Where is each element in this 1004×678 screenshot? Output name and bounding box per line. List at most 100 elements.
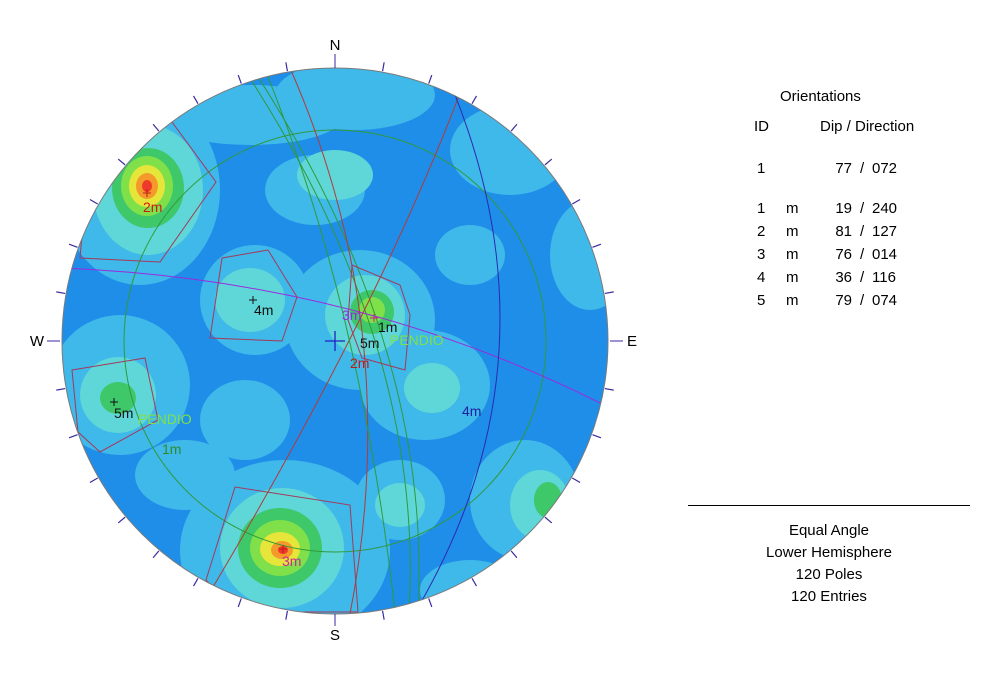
- azimuth-tick: [544, 158, 553, 166]
- plane-label-4m: 4m: [462, 403, 481, 419]
- great-circle-1m-b: [246, 68, 420, 613]
- azimuth-tick: [381, 62, 385, 72]
- set-window-1m: [347, 264, 411, 371]
- azimuth-tick: [592, 243, 602, 248]
- azimuth-tick: [56, 387, 66, 391]
- set-label-5m: 5m: [114, 405, 133, 421]
- azimuth-tick: [544, 516, 553, 524]
- row-id: 1: [757, 200, 766, 217]
- legend-row: 5 m 79 / 074: [757, 292, 898, 309]
- mean-pole-1m: [370, 314, 378, 322]
- azimuth-tick: [285, 610, 289, 620]
- plane-label-5m: 5m: [360, 335, 379, 351]
- legend-row: 1 77 / 072: [757, 160, 898, 177]
- row-id: 5: [757, 292, 766, 309]
- azimuth-tick: [152, 123, 160, 132]
- great-circle-3m: [62, 267, 608, 409]
- great-circle-pendio: [261, 68, 396, 613]
- projection-type: Equal Angle: [788, 522, 870, 539]
- row-dip: 79: [835, 292, 852, 309]
- great-circle-4m: [419, 94, 501, 605]
- projection-info: Equal Angle Lower Hemisphere 120 Poles 1…: [688, 520, 970, 608]
- azimuth-tick: [571, 198, 581, 205]
- azimuth-tick: [428, 74, 433, 84]
- row-id: 1: [757, 160, 766, 177]
- plane-label-1m: 1m: [162, 441, 181, 457]
- pole-density-contours: [62, 68, 608, 614]
- row-dip: 36: [835, 269, 852, 286]
- north-label: N: [330, 37, 341, 54]
- azimuth-tick: [237, 598, 242, 608]
- row-id: 4: [757, 269, 766, 286]
- center-cross: [325, 331, 345, 351]
- mean-pole-3m: [279, 545, 287, 553]
- legend-col-dip-direction: Dip / Direction: [820, 118, 915, 135]
- great-circle-5m: [289, 68, 369, 614]
- legend-divider: [688, 505, 970, 506]
- azimuth-tick: [571, 477, 581, 484]
- great-circle-1m-a: [237, 68, 411, 613]
- azimuth-tick: [604, 291, 614, 295]
- west-label: W: [30, 333, 45, 350]
- azimuth-tick: [192, 95, 199, 105]
- set-label-4m: 4m: [254, 302, 273, 318]
- azimuth-tick: [68, 243, 78, 248]
- row-m: m: [786, 292, 799, 309]
- azimuth-tick: [68, 434, 78, 439]
- azimuth-tick: [117, 516, 126, 524]
- azimuth-tick: [604, 387, 614, 391]
- row-dir: 072: [872, 160, 898, 177]
- azimuth-tick: [237, 74, 242, 84]
- entry-count: 120 Entries: [791, 588, 867, 605]
- azimuth-tick: [428, 598, 433, 608]
- plane-label-2m: 2m: [350, 355, 369, 371]
- row-dir: 074: [872, 292, 898, 309]
- set-window-5m: [71, 357, 159, 453]
- row-dir: 127: [872, 223, 898, 240]
- stereonet-plot: N S E W 2m 4m 1m 5m 3m 3m 5m 2m 4m 1m PE…: [30, 37, 637, 644]
- mean-pole-2m: [143, 189, 151, 197]
- mean-pole-5m: [110, 398, 118, 406]
- azimuth-tick: [192, 577, 199, 587]
- set-label-2m: 2m: [143, 199, 162, 215]
- legend-row: 3 m 76 / 014: [757, 246, 898, 263]
- row-dip: 81: [835, 223, 852, 240]
- legend-row: 4 m 36 / 116: [757, 269, 896, 286]
- azimuth-tick: [381, 610, 385, 620]
- hemisphere-type: Lower Hemisphere: [766, 544, 892, 561]
- pendio-label-left: PENDIO: [138, 411, 192, 427]
- mean-pole-4m: [249, 296, 257, 304]
- azimuth-tick: [152, 550, 160, 559]
- row-m: m: [786, 246, 799, 263]
- great-circle-2m: [197, 71, 469, 613]
- set-window-4m: [209, 249, 298, 342]
- row-m: m: [786, 269, 799, 286]
- east-label: E: [627, 333, 637, 350]
- row-m: m: [786, 200, 799, 217]
- azimuth-tick: [510, 123, 518, 132]
- legend-row: 2 m 81 / 127: [757, 223, 898, 240]
- legend-title: Orientations: [780, 88, 861, 105]
- azimuth-tick: [471, 577, 478, 587]
- set-label-1m: 1m: [378, 319, 397, 335]
- azimuth-tick: [89, 198, 99, 205]
- azimuth-tick: [89, 477, 99, 484]
- row-dir: 014: [872, 246, 898, 263]
- legend-col-id: ID: [754, 118, 769, 135]
- row-dip: 19: [835, 200, 852, 217]
- azimuth-tick: [56, 291, 66, 295]
- south-label: S: [330, 627, 340, 644]
- azimuth-ticks: [56, 62, 614, 620]
- azimuth-tick: [117, 158, 126, 166]
- row-m: m: [786, 223, 799, 240]
- azimuth-tick: [592, 434, 602, 439]
- azimuth-tick: [471, 95, 478, 105]
- pendio-label-center: PENDIO: [390, 332, 444, 348]
- plane-label-3m: 3m: [342, 307, 361, 323]
- small-circle-1m: [123, 129, 547, 553]
- row-dir: 240: [872, 200, 898, 217]
- set-label-3m: 3m: [282, 553, 301, 569]
- row-dip: 76: [835, 246, 852, 263]
- mean-pole-markers: [110, 189, 378, 553]
- great-circles: [62, 68, 608, 614]
